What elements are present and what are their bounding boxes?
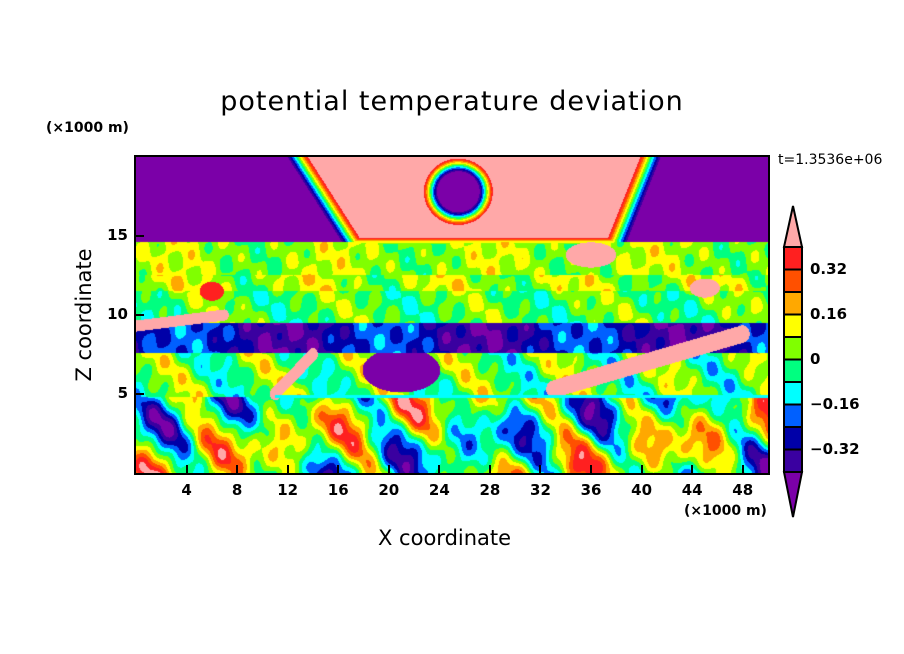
colorbar-box [783,336,803,361]
x-tick-label: 16 [327,481,349,499]
colorbar-box [783,268,803,293]
x-tick-mark [590,465,593,473]
x-tick-label: 24 [428,481,450,499]
x-tick-mark [387,465,390,473]
x-tick-label: 8 [231,481,243,499]
x-tick-label: 12 [277,481,299,499]
x-tick-label: 32 [530,481,551,499]
x-tick-label: 40 [631,481,653,499]
y-axis-label: Z coordinate [72,248,96,382]
colorbar-box [783,381,803,406]
x-tick-mark [741,465,744,473]
colorbar [782,205,804,518]
x-tick-label: 20 [378,481,400,499]
colorbar-label: 0.16 [810,304,848,323]
colorbar-min-triangle [782,471,804,518]
colorbar-label: 0.32 [810,259,848,278]
colorbar-label: −0.32 [810,439,860,458]
time-label: t=1.3536e+06 [778,152,883,168]
colorbar-box [783,448,803,473]
colorbar-box [783,313,803,338]
colorbar-label: 0 [810,349,821,368]
x-tick-mark [539,465,542,473]
chart-title: potential temperature deviation [220,86,684,117]
x-tick-mark [337,465,340,473]
colorbar-box [783,246,803,271]
x-tick-mark [185,465,188,473]
x-tick-label: 28 [479,481,501,499]
x-tick-mark [286,465,289,473]
x-tick-label: 36 [580,481,602,499]
y-tick-mark [136,393,144,395]
x-tick-mark [236,465,239,473]
x-axis-label: X coordinate [378,526,512,550]
x-unit-label: (×1000 m) [684,503,767,519]
x-tick-mark [438,465,441,473]
colorbar-label: −0.16 [810,394,860,413]
colorbar-box [783,358,803,383]
plot-area [134,155,770,475]
x-tick-mark [691,465,694,473]
x-tick-label: 4 [181,481,192,499]
colorbar-box [783,403,803,428]
colorbar-box [783,291,803,316]
y-tick-mark [136,314,144,316]
y-tick-label: 15 [107,226,128,244]
colorbar-box [783,426,803,451]
x-tick-label: 44 [681,481,703,499]
x-tick-label: 48 [732,481,754,499]
x-tick-mark [640,465,643,473]
x-tick-mark [488,465,491,473]
contour-field [136,157,768,473]
y-tick-label: 10 [107,305,128,323]
y-tick-label: 5 [117,384,128,402]
y-unit-label: (×1000 m) [46,120,129,136]
colorbar-max-triangle [782,205,804,248]
y-tick-mark [136,235,144,237]
